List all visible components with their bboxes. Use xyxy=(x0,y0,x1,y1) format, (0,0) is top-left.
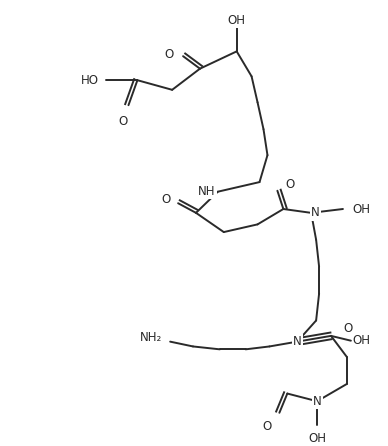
Text: NH: NH xyxy=(198,185,216,198)
Text: OH: OH xyxy=(353,334,371,347)
Text: OH: OH xyxy=(353,202,371,215)
Text: OH: OH xyxy=(228,14,246,27)
Text: O: O xyxy=(118,115,127,128)
Text: NH₂: NH₂ xyxy=(140,331,162,344)
Text: N: N xyxy=(293,335,301,348)
Text: O: O xyxy=(343,322,352,334)
Text: O: O xyxy=(285,178,294,191)
Text: N: N xyxy=(311,206,320,219)
Text: HO: HO xyxy=(81,74,99,87)
Text: O: O xyxy=(262,421,272,434)
Text: O: O xyxy=(164,48,173,61)
Text: OH: OH xyxy=(308,432,326,445)
Text: O: O xyxy=(161,193,170,206)
Text: N: N xyxy=(313,395,322,408)
